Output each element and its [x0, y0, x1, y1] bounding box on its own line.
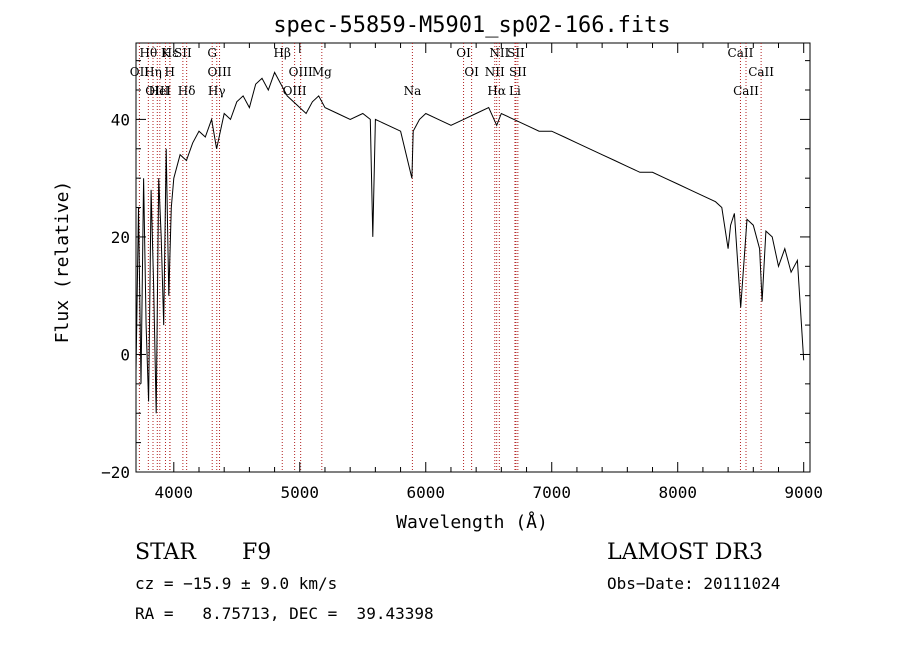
- reference-line-label: Hη: [144, 65, 162, 79]
- object-class: STAR: [135, 540, 196, 565]
- reference-line-label: Hα: [487, 84, 506, 98]
- reference-line-label: Mg: [312, 65, 332, 79]
- reference-line-label: Hδ: [178, 84, 196, 98]
- x-axis: 4000 5000 6000 7000 8000 9000: [155, 43, 823, 502]
- x-tick-label: 9000: [784, 483, 823, 502]
- reference-line-label: OIII: [283, 84, 307, 98]
- reference-line-label: CaII: [748, 65, 774, 79]
- plot-frame: [135, 42, 811, 473]
- flux-series-line: [135, 71, 805, 414]
- reference-line-label: G: [207, 46, 217, 60]
- redshift-cz: cz = −15.9 ± 9.0 km/s: [135, 574, 338, 593]
- reference-line-label: OII: [130, 65, 150, 79]
- reference-lines: [138, 43, 762, 472]
- y-axis: −20 0 20 40: [101, 60, 810, 482]
- x-tick-label: 5000: [281, 483, 320, 502]
- chart-title: spec-55859-M5901_sp02-166.fits: [273, 13, 670, 38]
- x-tick-label: 4000: [155, 483, 194, 502]
- reference-line-label: NII: [489, 46, 509, 60]
- reference-line-label: OIII: [145, 84, 169, 98]
- reference-line-label: Hβ: [274, 46, 291, 60]
- observation-date: Obs−Date: 20111024: [607, 574, 781, 593]
- reference-line-label: Hγ: [208, 84, 226, 98]
- y-axis-label: Flux (relative): [52, 181, 73, 344]
- reference-line-label: Hθ: [139, 46, 157, 60]
- x-tick-label: 7000: [532, 483, 571, 502]
- reference-line-label: OIII: [289, 65, 313, 79]
- reference-line-label: HeI: [149, 84, 172, 98]
- coordinates: RA = 8.75713, DEC = 39.43398: [135, 604, 434, 623]
- reference-line-label: OI: [456, 46, 471, 60]
- reference-line-label: SII: [509, 65, 527, 79]
- reference-line-label: Li: [509, 84, 521, 98]
- object-subclass: F9: [242, 540, 272, 565]
- reference-line-label: CaII: [728, 46, 754, 60]
- reference-line-label: Na: [404, 84, 422, 98]
- x-tick-label: 8000: [658, 483, 697, 502]
- x-tick-label: 6000: [406, 483, 445, 502]
- y-tick-label: 20: [111, 228, 130, 247]
- reference-line-label: SII: [507, 46, 525, 60]
- reference-line-label: NII: [485, 65, 505, 79]
- reference-line-label: CaII: [733, 84, 759, 98]
- y-tick-label: 0: [120, 345, 130, 364]
- survey-name: LAMOST DR3: [607, 540, 763, 565]
- reference-line-label: H: [165, 65, 175, 79]
- reference-line-label: OI: [464, 65, 479, 79]
- reference-line-label: OIII: [207, 65, 231, 79]
- x-axis-label: Wavelength (Å): [396, 511, 548, 533]
- reference-line-labels: HθOIIOIIIHεHηHeIKHHδSIIOIIIHγGOIIIOIIIHβ…: [130, 46, 775, 98]
- reference-line-label: SII: [174, 46, 192, 60]
- y-tick-label: 40: [111, 110, 130, 129]
- y-tick-label: −20: [101, 463, 130, 482]
- reference-line-label: K: [161, 46, 171, 60]
